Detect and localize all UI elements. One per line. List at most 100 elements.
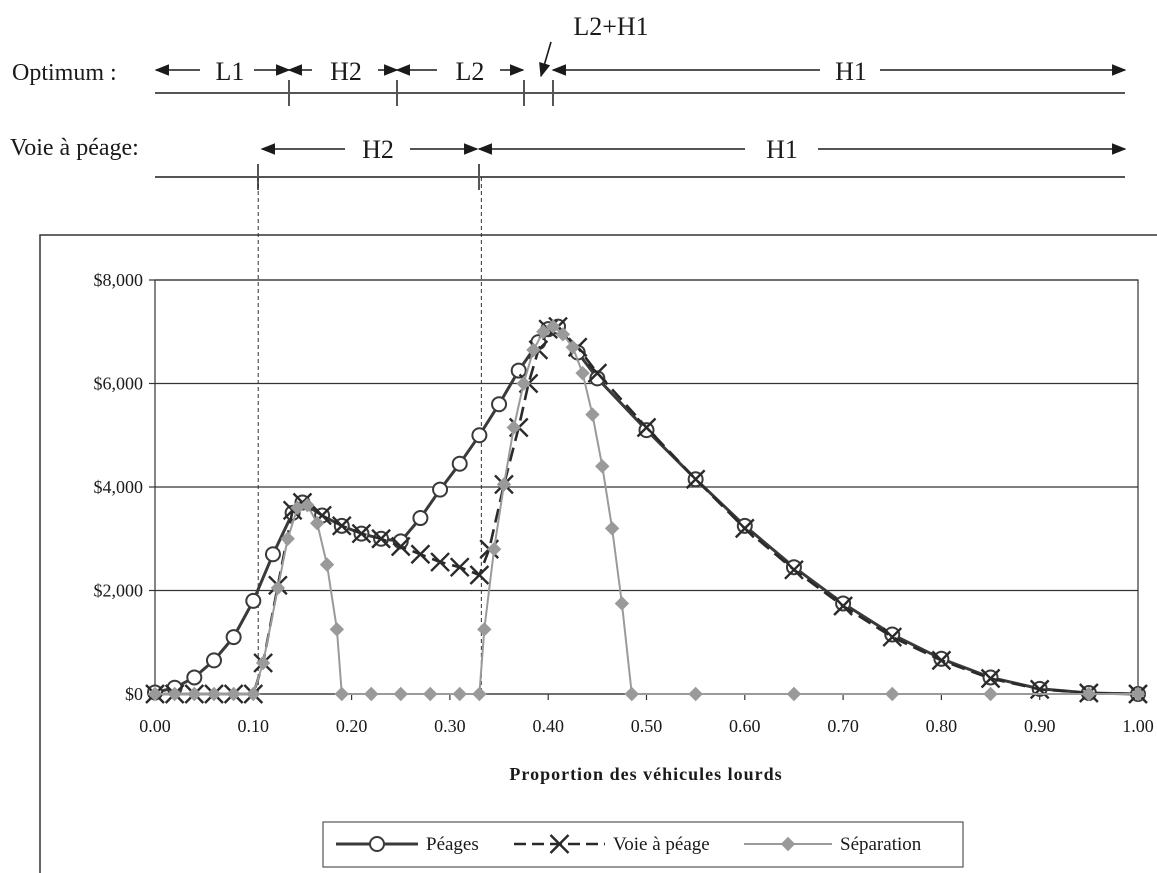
x-tick-label: 0.20 <box>336 716 368 736</box>
optimum-segment-l2: L2 <box>456 57 485 86</box>
optimum-callout-arrow <box>539 41 552 78</box>
data-point <box>334 686 349 702</box>
legend-box <box>322 821 964 868</box>
legend-label: Voie à péage <box>613 834 710 855</box>
x-tick-labels: 0.00 0.10 0.20 0.30 0.40 0.50 0.60 0.70 0.80 0.90… <box>139 716 1154 736</box>
data-point <box>410 544 431 565</box>
data-point <box>449 557 470 578</box>
x-axis-title: Proportion des véhicules lourds <box>509 764 782 784</box>
data-point <box>614 596 630 611</box>
data-point <box>491 396 508 413</box>
x-tick-label: 0.80 <box>926 716 958 736</box>
data-point <box>931 650 952 671</box>
data-point <box>452 686 467 702</box>
data-point <box>451 455 468 472</box>
legend-label: Séparation <box>840 834 922 855</box>
legend-marker <box>780 836 796 852</box>
data-point <box>319 557 335 572</box>
y-tick-label: $8,000 <box>94 270 144 290</box>
data-point <box>833 596 853 616</box>
data-point <box>496 477 512 492</box>
optimum-label: Optimum : <box>12 60 117 86</box>
legend-label: Péages <box>426 834 479 855</box>
data-point <box>471 427 488 444</box>
toll-label: Voie à péage: <box>10 135 139 161</box>
data-point <box>688 686 703 702</box>
data-point <box>469 565 490 585</box>
data-point <box>526 342 541 358</box>
toll-segment-h2: H2 <box>362 135 394 164</box>
data-point <box>587 363 608 383</box>
x-tick-label: 1.00 <box>1122 716 1154 736</box>
series-layer <box>145 316 1148 704</box>
data-point <box>364 686 379 702</box>
x-tick-label: 0.70 <box>827 716 859 736</box>
toll-header: Voie à péage: H2 H1 <box>10 135 1127 190</box>
data-point <box>510 362 527 379</box>
data-point <box>226 686 241 702</box>
data-point <box>147 686 163 702</box>
data-point <box>246 686 261 702</box>
data-point <box>205 652 222 669</box>
legend: Péages Voie à péage Séparation <box>322 821 964 868</box>
optimum-segment-h1: H1 <box>835 57 867 86</box>
data-point <box>486 541 502 557</box>
data-point <box>331 515 352 536</box>
data-point <box>636 417 657 438</box>
optimum-segment-h2: H2 <box>330 57 362 86</box>
optimum-segment-l1: L1 <box>216 57 245 86</box>
optimum-callout: L2+H1 <box>573 12 648 41</box>
data-point <box>882 627 903 647</box>
data-point <box>786 686 802 702</box>
optimum-header: Optimum : L1 H2 L2 H1 L2+H1 <box>12 12 1127 106</box>
data-point <box>280 531 295 546</box>
data-point <box>575 365 590 381</box>
data-point <box>186 669 203 686</box>
x-tick-label: 0.10 <box>238 716 270 736</box>
data-point <box>516 376 531 391</box>
reference-lines <box>257 177 482 694</box>
y-tick-label: $0 <box>125 684 143 704</box>
data-point <box>225 629 242 646</box>
data-point <box>983 686 998 702</box>
legend-marker <box>549 834 570 854</box>
series-3 <box>147 319 1146 702</box>
data-point <box>412 510 429 527</box>
series-line <box>154 325 1139 696</box>
data-point <box>432 481 449 498</box>
data-point <box>506 420 522 435</box>
data-point <box>1081 686 1097 702</box>
data-point <box>264 546 281 563</box>
y-tick-label: $4,000 <box>94 477 144 497</box>
data-point <box>187 686 202 702</box>
series-line <box>155 325 1138 695</box>
data-point <box>604 521 620 536</box>
data-point <box>255 655 271 671</box>
data-point <box>270 580 286 596</box>
y-tick-label: $2,000 <box>94 581 144 601</box>
data-point <box>245 592 262 609</box>
y-tick-label: $6,000 <box>94 374 144 394</box>
toll-segment-h1: H1 <box>766 135 798 164</box>
x-tick-label: 0.90 <box>1024 716 1056 736</box>
data-point <box>545 319 561 334</box>
gridlines <box>149 279 1139 700</box>
data-point <box>206 686 222 702</box>
data-point <box>430 552 450 572</box>
data-point <box>393 686 408 702</box>
data-point <box>589 370 606 387</box>
chart-frame <box>39 234 1157 873</box>
data-point <box>624 686 639 702</box>
data-point <box>638 422 655 439</box>
data-point <box>585 407 600 422</box>
data-point <box>536 324 551 339</box>
data-point <box>390 536 411 557</box>
data-point <box>167 686 182 702</box>
data-point <box>555 327 571 342</box>
data-point <box>300 497 315 513</box>
data-point <box>565 340 580 355</box>
data-point <box>784 559 804 580</box>
data-point <box>351 523 372 544</box>
x-tick-label: 0.00 <box>139 716 171 736</box>
